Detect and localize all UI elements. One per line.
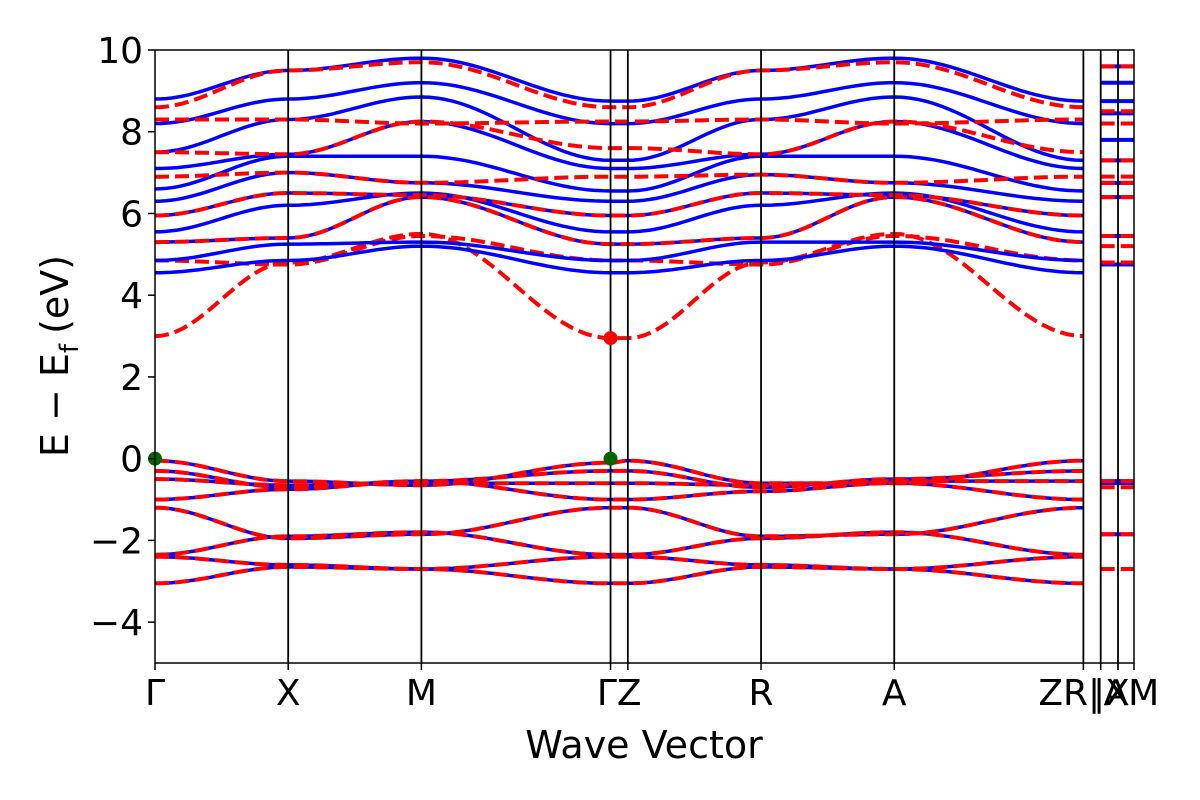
x-tick-label-4: R	[749, 673, 774, 714]
spin-down-band-14	[155, 554, 1084, 571]
spin-down-band-31	[155, 170, 1084, 185]
spin-up-band-26	[155, 95, 1084, 163]
x-tick-label-2: M	[406, 673, 437, 714]
spin-up-band-19	[155, 240, 1084, 263]
spin-up-band-27	[155, 80, 1084, 126]
spin-down-band-33	[155, 117, 1084, 126]
spin-down-band-12	[155, 505, 1084, 541]
spin-down-band-32	[155, 119, 1084, 157]
x-tick-label-7: |X	[1093, 673, 1130, 714]
y-tick-label-7: 10	[97, 31, 143, 72]
spin-down-band-16	[155, 231, 1084, 341]
spin-down-band-15	[155, 565, 1084, 586]
y-axis-title: E − Ef (eV)	[33, 255, 85, 457]
y-axis-title-unit: (eV)	[33, 255, 77, 334]
y-tick-label-2: 0	[120, 440, 143, 481]
cbm-marker-2	[603, 331, 618, 346]
y-axis-title-subscript: f	[55, 343, 85, 353]
x-ticks-layer: Γ X M ΓZ R A ZR||XAM	[145, 663, 1159, 714]
x-tick-label-6: ZR|	[1038, 673, 1100, 714]
y-axis-title-main: E − E	[33, 353, 77, 457]
x-tick-label-1: X	[276, 673, 301, 714]
vbm-marker-1	[603, 451, 618, 466]
y-tick-label-6: 8	[120, 113, 143, 154]
y-tick-label-5: 6	[120, 194, 143, 235]
bands-layer	[155, 56, 1084, 586]
y-tick-label-0: −4	[90, 603, 143, 644]
markers-layer	[148, 331, 618, 466]
x-axis-title: Wave Vector	[525, 723, 763, 767]
spin-up-band-20	[155, 195, 1084, 246]
x-tick-label-8: AM	[1103, 673, 1159, 714]
y-ticks-layer: −4 −2 0 2 4 6 8 10	[90, 31, 155, 644]
x-tick-label-0: Γ	[145, 673, 165, 714]
spin-up-band-18	[155, 244, 1084, 275]
y-tick-label-1: −2	[90, 521, 143, 562]
plot-frame	[154, 49, 1135, 664]
spin-down-band-30	[155, 191, 1084, 218]
spin-down-band-8	[155, 458, 1084, 488]
kpoint-lines-layer	[287, 50, 1119, 663]
spin-up-band-28	[155, 56, 1084, 103]
y-tick-label-4: 4	[120, 276, 143, 317]
spin-down-band-34	[155, 60, 1084, 110]
spin-down-band-10	[155, 477, 1084, 488]
x-tick-label-5: A	[882, 673, 907, 714]
spin-down-band-9	[155, 468, 1084, 490]
spin-down-band-11	[155, 479, 1084, 502]
spin-up-band-23	[155, 170, 1084, 203]
x-tick-label-3: ΓZ	[597, 673, 642, 714]
spin-up-band-24	[155, 154, 1084, 193]
spin-down-band-13	[155, 530, 1084, 557]
y-tick-label-3: 2	[120, 358, 143, 399]
spin-up-band-4	[155, 505, 1084, 541]
